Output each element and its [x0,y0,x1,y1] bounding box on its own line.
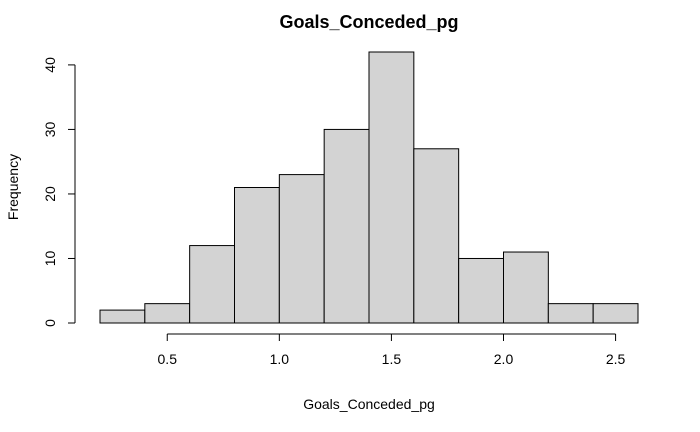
x-tick-label-0: 0.5 [158,351,178,367]
histogram-bar-6 [368,51,415,324]
histogram-bar-9 [503,251,549,324]
histogram-bar-10 [547,303,594,324]
y-tick-label-1: 10 [42,250,58,266]
histogram-bar-2 [189,245,236,324]
y-axis: 0 10 20 30 40 [42,57,76,327]
x-tick-label-1: 1.0 [270,351,290,367]
histogram-bar-1 [144,303,191,324]
histogram-bar-11 [592,303,639,324]
y-tick-label-4: 40 [42,57,58,73]
y-tick-label-0: 0 [42,319,58,327]
histogram-bar-4 [278,174,325,324]
histogram-bar-7 [413,148,460,324]
chart-title: Goals_Conceded_pg [279,12,458,32]
histogram-bar-0 [99,309,146,324]
histogram-bar-3 [234,187,280,324]
x-tick-label-3: 2.0 [494,351,514,367]
histogram-bar-8 [458,257,504,324]
y-tick-label-2: 20 [42,186,58,202]
histogram-bars [99,51,639,324]
x-axis-label: Goals_Conceded_pg [303,396,435,412]
x-tick-label-4: 2.5 [606,351,626,367]
y-tick-label-3: 30 [42,121,58,137]
y-axis-label: Frequency [5,154,21,220]
x-tick-label-2: 1.5 [382,351,402,367]
x-axis: 0.5 1.0 1.5 2.0 2.5 [158,333,626,367]
histogram-bar-5 [323,128,370,324]
